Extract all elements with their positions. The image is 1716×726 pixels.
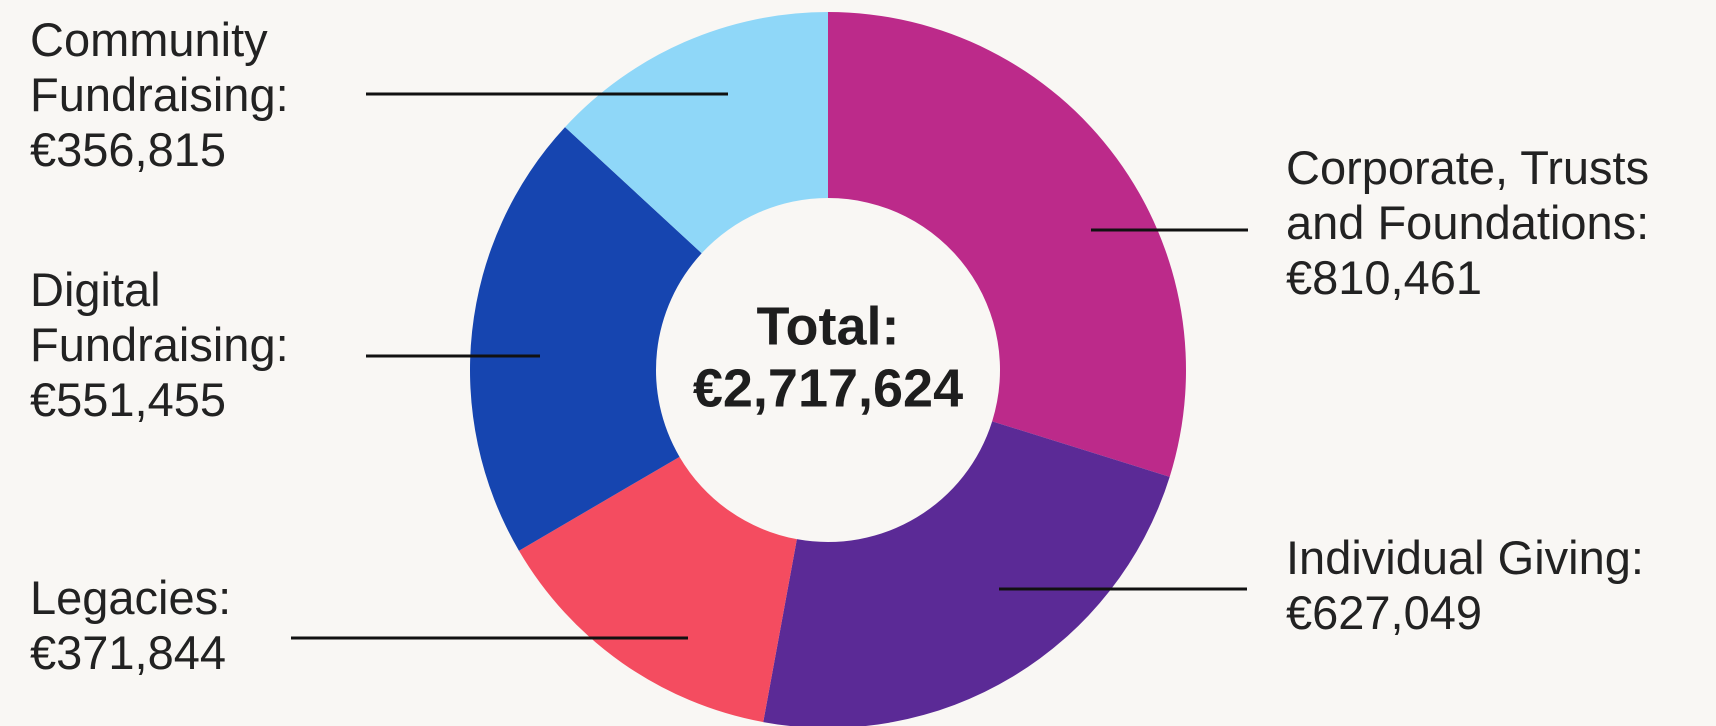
total-value: €2,717,624	[693, 358, 963, 418]
slice	[518, 456, 797, 723]
slice-label: Individual Giving: €627,049	[1286, 530, 1716, 640]
category-name: Legacies:	[30, 571, 232, 624]
slice	[763, 421, 1170, 726]
slice	[469, 127, 702, 551]
value-label: €551,455	[30, 373, 227, 426]
slice	[828, 12, 1186, 477]
slice	[565, 12, 828, 254]
category-name: Digital Fundraising:	[30, 263, 289, 371]
value-label: €810,461	[1286, 251, 1483, 304]
slice-label: Community Fundraising: €356,815	[30, 12, 350, 177]
value-label: €371,844	[30, 626, 227, 679]
slice-label: Legacies: €371,844	[30, 570, 350, 680]
slices	[469, 12, 1186, 726]
slice-label: Digital Fundraising: €551,455	[30, 262, 350, 427]
category-name: Community Fundraising:	[30, 13, 289, 121]
value-label: €627,049	[1286, 586, 1483, 639]
category-name: Corporate, Trusts and Foundations:	[1286, 141, 1650, 249]
total-label: Total:	[757, 296, 900, 356]
slice-label: Corporate, Trusts and Foundations: €810,4…	[1286, 140, 1716, 305]
category-name: Individual Giving:	[1286, 531, 1644, 584]
value-label: €356,815	[30, 123, 227, 176]
